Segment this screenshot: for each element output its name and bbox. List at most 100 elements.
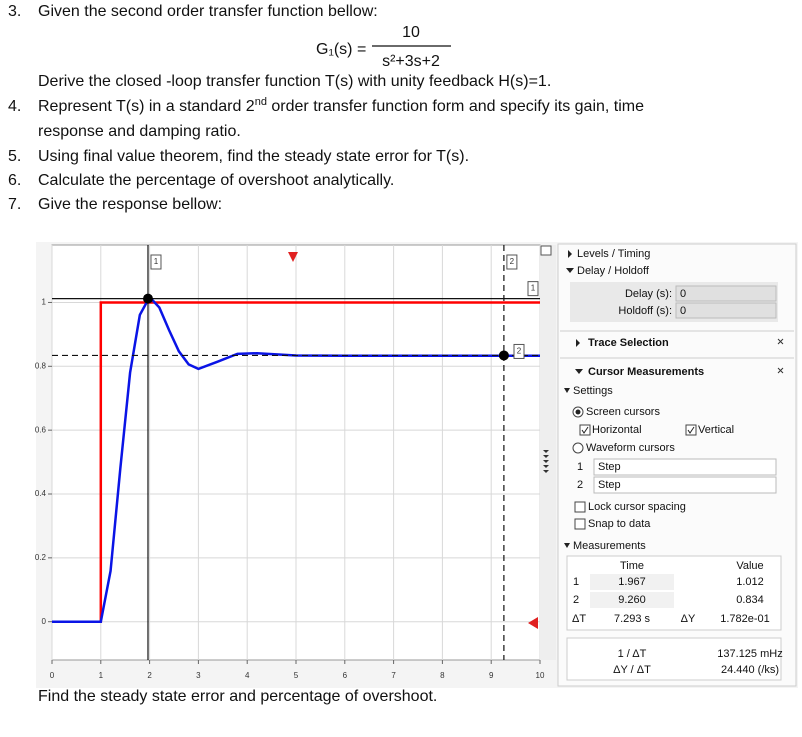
panel-heading[interactable]: Measurements — [573, 540, 646, 552]
superscript: nd — [255, 96, 267, 108]
field-value: 0 — [680, 288, 686, 300]
cell-value: 9.260 — [618, 594, 646, 606]
strip-markers — [543, 450, 549, 473]
field-label: Delay (s): — [625, 288, 672, 300]
field-label: Holdoff (s): — [618, 305, 672, 317]
x-tick-label: 5 — [294, 671, 299, 680]
expander[interactable] — [576, 339, 580, 347]
dropdown-value: Step — [598, 461, 621, 473]
expander[interactable] — [575, 369, 583, 374]
panel-heading[interactable]: Delay / Holdoff — [577, 265, 650, 277]
cursor-point — [142, 293, 153, 304]
section-title[interactable]: Cursor Measurements — [588, 366, 704, 378]
cursor-number: 1 — [577, 461, 583, 473]
derive-text: Derive the closed -loop transfer functio… — [38, 73, 551, 90]
question-text: Calculate the percentage of overshoot an… — [38, 172, 394, 189]
x-tick-label: 4 — [245, 671, 250, 680]
delta-label: ΔT — [572, 613, 586, 625]
close-icon[interactable] — [777, 338, 784, 345]
cursor-tag — [150, 254, 162, 270]
checkbox[interactable] — [574, 501, 586, 513]
column-header: Value — [736, 560, 763, 572]
cursor-number: 1 — [573, 576, 579, 588]
cursor-number: 2 — [577, 479, 583, 491]
y-tick-label: 0.4 — [35, 489, 47, 498]
question-text: response and damping ratio. — [38, 123, 241, 140]
option-label: Screen cursors — [586, 406, 660, 418]
question-text: Give the response bellow: — [38, 196, 222, 213]
measure-table — [566, 637, 782, 681]
cell-value: 1.782e-01 — [720, 613, 770, 625]
question-number: 4. — [8, 98, 21, 115]
check — [687, 426, 695, 434]
question-number: 3. — [8, 3, 21, 20]
dropdown-value: Step — [598, 479, 621, 491]
question-number: 6. — [8, 172, 21, 189]
cursor-number: 2 — [573, 594, 579, 606]
side-strip — [540, 245, 556, 660]
cursor-point — [498, 350, 509, 361]
cursor-label: 1 — [531, 284, 536, 293]
cell-value: 24.440 (/ks) — [721, 664, 779, 676]
close-icon[interactable] — [777, 367, 784, 374]
x-tick-label: 3 — [196, 671, 201, 680]
x-tick-label: 10 — [536, 671, 545, 680]
plot: 0 1 2 3 4 5 6 7 8 9 10 0 0.2 0.4 0.6 0.8 1 1 1 2 2 — [35, 245, 545, 680]
equation-lhs: G₁(s) = — [316, 41, 366, 58]
x-tick-label: 0 — [50, 671, 55, 680]
input[interactable] — [675, 285, 777, 302]
x-tick-label: 7 — [391, 671, 396, 680]
expander[interactable] — [568, 250, 572, 258]
footer-text: Find the steady state error and percenta… — [38, 688, 437, 705]
expander[interactable] — [566, 268, 574, 273]
x-tick-label: 6 — [343, 671, 348, 680]
question-number: 7. — [8, 196, 21, 213]
cell-value: 137.125 mHz — [717, 648, 782, 660]
expander[interactable] — [564, 388, 570, 393]
trigger-marker — [288, 252, 298, 262]
dropdown[interactable] — [593, 476, 777, 494]
cell-value: 0.834 — [736, 594, 764, 606]
x-tick-label: 8 — [440, 671, 445, 680]
y-tick-label: 1 — [42, 298, 47, 307]
check — [581, 426, 589, 434]
toolbar-button[interactable] — [540, 245, 552, 256]
option-label: Snap to data — [588, 518, 651, 530]
radio[interactable] — [572, 442, 584, 454]
cursor-tag — [527, 281, 539, 297]
field-value: 0 — [680, 305, 686, 317]
question-text: Using final value theorem, find the stea… — [38, 148, 469, 165]
y-tick-label: 0.6 — [35, 425, 47, 434]
input[interactable] — [675, 302, 777, 319]
checkbox[interactable] — [685, 424, 697, 436]
cell-value: 1.012 — [736, 576, 764, 588]
checkbox[interactable] — [574, 518, 586, 530]
y-tick-label: 0 — [42, 617, 47, 626]
x-tick-label: 9 — [489, 671, 494, 680]
cursor-tag — [513, 343, 525, 359]
cell-label: 1 / ΔT — [618, 648, 647, 660]
y-tick-label: 0.2 — [35, 553, 47, 562]
dropdown[interactable] — [593, 458, 777, 476]
question-text: order transfer function form and specify… — [267, 98, 644, 115]
radio-dot — [575, 409, 581, 415]
level-marker — [528, 617, 538, 629]
cell — [590, 574, 674, 590]
option-label: Horizontal — [592, 424, 642, 436]
equation-numerator: 10 — [402, 24, 420, 41]
expander[interactable] — [564, 543, 570, 548]
option-label: Vertical — [698, 424, 734, 436]
equation-denominator: s²+3s+2 — [382, 53, 440, 70]
panel-heading[interactable]: Levels / Timing — [577, 248, 650, 260]
checkbox[interactable] — [579, 424, 591, 436]
panel-heading[interactable]: Settings — [573, 385, 613, 397]
cursor-label: 1 — [154, 257, 159, 266]
cell — [590, 592, 674, 608]
column-header: Time — [620, 560, 644, 572]
option-label: Waveform cursors — [586, 442, 675, 454]
question-text: Given the second order transfer function… — [38, 3, 378, 20]
cursor-tag — [506, 254, 518, 270]
question-text: Represent T(s) in a standard 2nd order t… — [38, 96, 644, 115]
section-title[interactable]: Trace Selection — [588, 337, 669, 349]
